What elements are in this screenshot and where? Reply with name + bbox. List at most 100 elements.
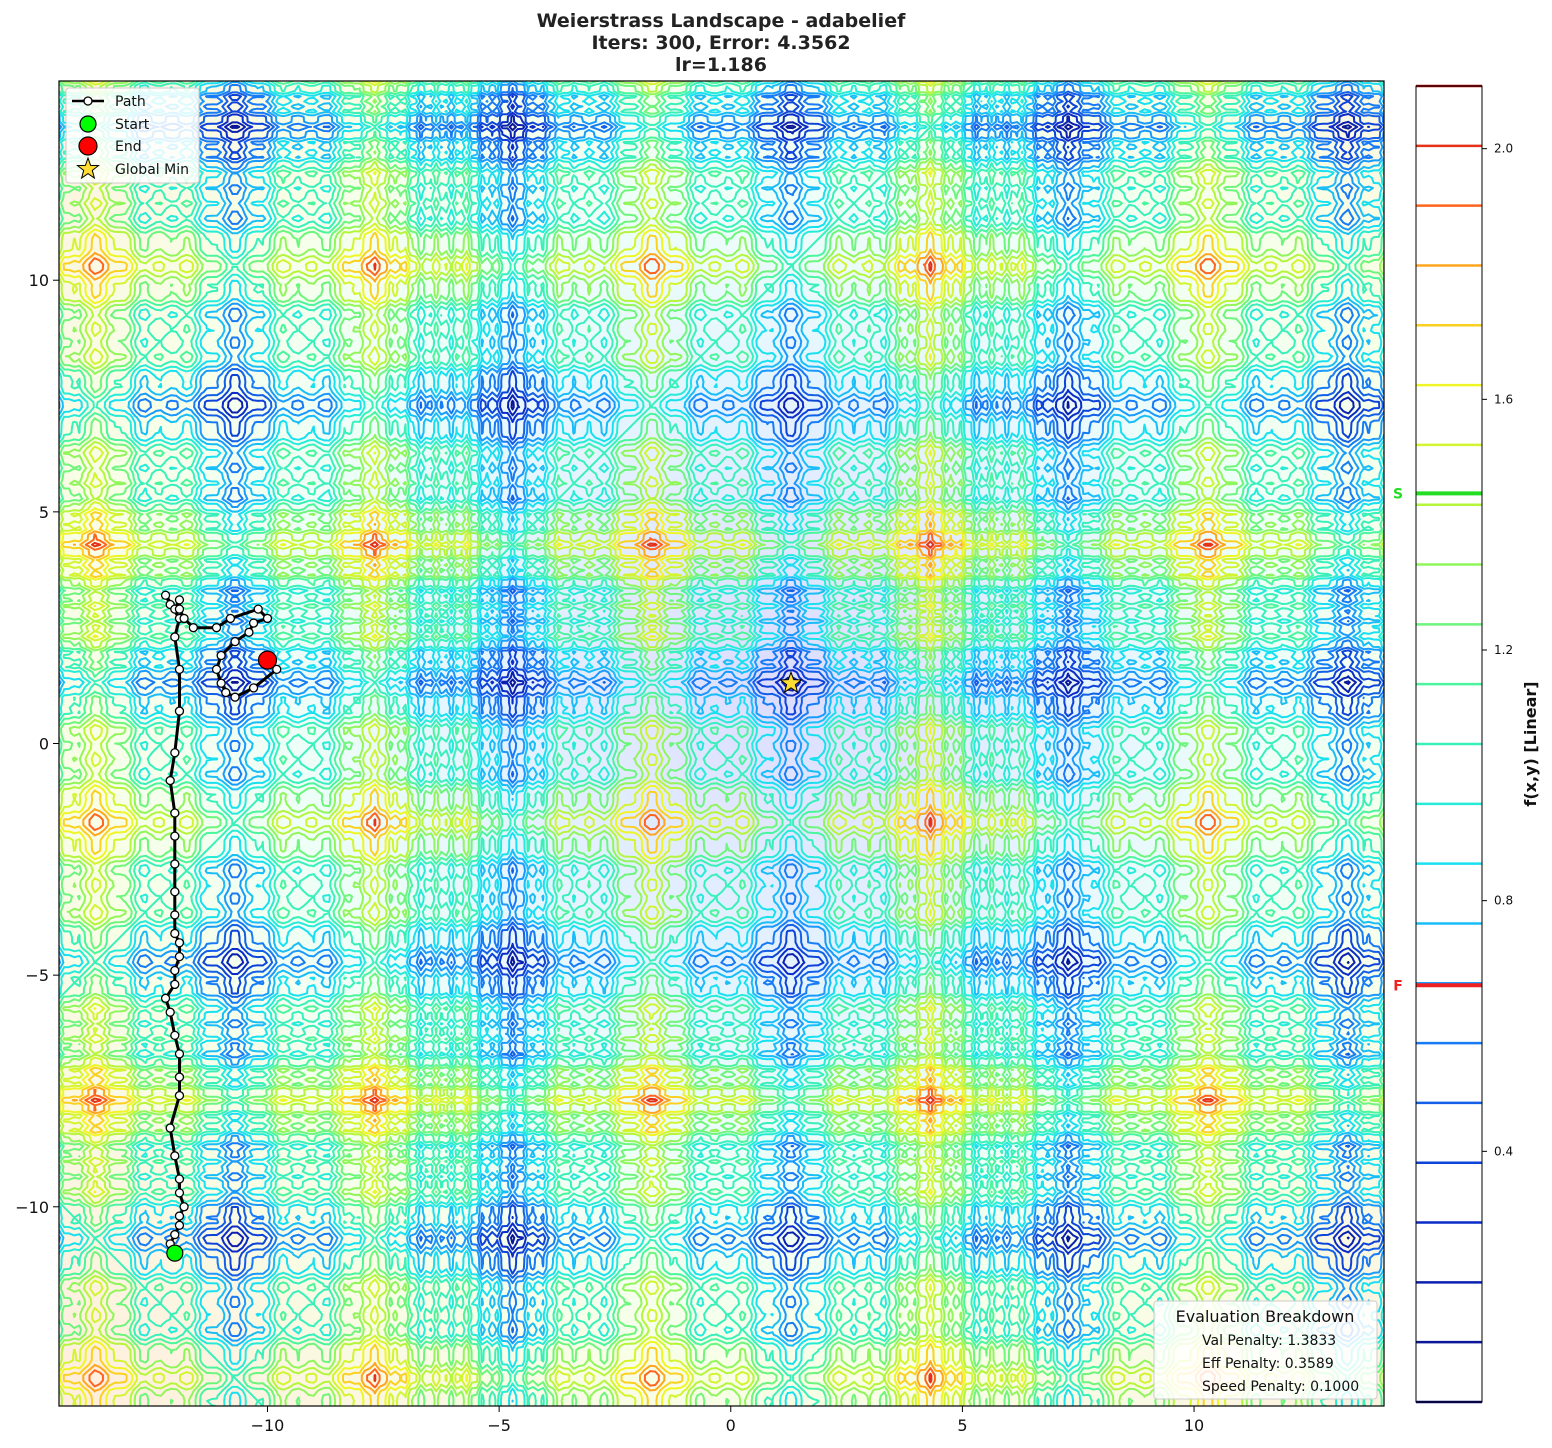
x-tick-label: 0	[726, 1416, 736, 1435]
path-point	[170, 1229, 180, 1240]
path-point	[174, 1211, 185, 1221]
colorbar-tick-label: 0.8	[1494, 894, 1513, 908]
contour-level	[59, 81, 1384, 1345]
path-point	[174, 951, 185, 962]
colorbar-frame	[1415, 85, 1483, 1403]
path-point	[174, 664, 185, 675]
y-tick-label: 5	[39, 503, 49, 522]
colorbar-markers: SF	[1393, 486, 1482, 994]
chart-title-line1: Weierstrass Landscape - adabelief	[537, 10, 906, 32]
legend-start-marker	[79, 115, 97, 133]
legend-end-marker	[78, 136, 98, 156]
path-point	[170, 887, 180, 897]
contour-level	[217, 95, 1371, 1258]
contour-level	[59, 81, 1384, 1406]
path-point	[170, 1030, 180, 1041]
path-point	[170, 748, 180, 758]
path-point	[221, 687, 231, 698]
legend-star-icon	[76, 156, 100, 180]
path-point	[174, 938, 185, 948]
contour-level	[59, 81, 1384, 1406]
contour-level	[60, 231, 1244, 1406]
evaluation-val-penalty: Val Penalty: 1.3833	[1202, 1333, 1336, 1349]
contour-level	[90, 261, 1214, 1384]
legend-start-label: Start	[115, 117, 150, 133]
path-point	[253, 604, 263, 614]
y-tick-label: −5	[25, 966, 49, 985]
path-point	[170, 1151, 180, 1161]
x-axis-ticks: −10 −5 0 5 10	[251, 1406, 1204, 1435]
contour-level	[134, 82, 1384, 1340]
contour-level	[71, 248, 1227, 1397]
path-point	[170, 831, 180, 841]
path-point	[248, 683, 259, 693]
contour-level	[59, 81, 1384, 1403]
legend-globalmin-label: Global Min	[115, 162, 189, 178]
colorbar-tick-label: 1.2	[1494, 643, 1513, 657]
x-tick-label: 5	[957, 1416, 967, 1435]
x-tick-label: 10	[1184, 1416, 1204, 1435]
colorbar-tick-label: 2.0	[1494, 142, 1513, 156]
y-axis-ticks: −10 −5 0 5 10	[15, 271, 59, 1217]
contour-level	[229, 122, 1352, 1245]
x-tick-label: −5	[487, 1416, 511, 1435]
path-point	[179, 1202, 189, 1212]
path-point	[244, 627, 254, 637]
colorbar-label: f(x,y) [Linear]	[1521, 681, 1540, 806]
evaluation-box	[1153, 1300, 1378, 1400]
colorbar-marker-label: S	[1393, 486, 1403, 502]
path-point	[174, 1188, 185, 1198]
path-point	[170, 928, 180, 939]
path-point	[230, 692, 240, 702]
colorbar-tick-label: 0.4	[1494, 1144, 1513, 1158]
path-point	[170, 808, 180, 818]
path-point	[188, 623, 199, 633]
path-point	[230, 636, 240, 647]
path-point	[174, 1220, 185, 1230]
y-tick-label: −10	[15, 1198, 49, 1217]
legend-path-label: Path	[115, 94, 146, 110]
path-point	[174, 595, 185, 605]
path-point	[211, 664, 222, 675]
path-point	[165, 775, 175, 786]
path-point	[216, 678, 226, 688]
path-point	[211, 623, 222, 633]
path-point	[160, 993, 171, 1003]
evaluation-speed-penalty: Speed Penalty: 0.1000	[1202, 1379, 1359, 1395]
legend: Path Start End Global Min	[65, 87, 200, 184]
colorbar-tick-label: 1.6	[1494, 392, 1513, 406]
path-point	[216, 650, 226, 661]
path-point	[170, 632, 180, 642]
global-min-star-icon	[779, 670, 803, 694]
plot-area: −10 −5 0 5 10 −10 −5 0 5 10	[15, 80, 1385, 1435]
path-point	[174, 1072, 185, 1082]
colorbar-ticks: 0.4 0.8 1.2 1.6 2.0	[1482, 142, 1513, 1158]
path-point	[160, 590, 171, 600]
end-marker	[257, 650, 278, 670]
contour-level	[59, 81, 1309, 1406]
path-point	[262, 613, 273, 624]
colorbar-marker-label: F	[1393, 978, 1403, 994]
contour-layer	[59, 81, 1384, 1406]
contour-level	[59, 81, 1384, 1406]
colorbar: 0.40.81.21.62.0 SF f(x,y) [Linear]	[1393, 84, 1540, 1404]
path-point	[272, 664, 282, 675]
contour-level	[59, 81, 1384, 1406]
chart-title-line2: Iters: 300, Error: 4.3562	[591, 32, 850, 54]
evaluation-title: Evaluation Breakdown	[1176, 1307, 1355, 1326]
path-point	[174, 1090, 185, 1101]
path-point	[170, 910, 180, 920]
path-point	[174, 1174, 185, 1184]
path-point	[179, 613, 189, 624]
legend-box	[65, 87, 200, 184]
path-point	[170, 979, 180, 990]
evaluation-eff-penalty: Eff Penalty: 0.3589	[1202, 1356, 1334, 1372]
y-tick-label: 10	[29, 271, 49, 290]
path-point	[165, 1123, 175, 1133]
contour-level	[84, 255, 1220, 1390]
contour-level	[224, 114, 1359, 1251]
contour-level	[59, 81, 1384, 1406]
evaluation-breakdown: Evaluation Breakdown Val Penalty: 1.3833…	[1153, 1300, 1378, 1400]
contour-level	[59, 81, 1384, 1406]
